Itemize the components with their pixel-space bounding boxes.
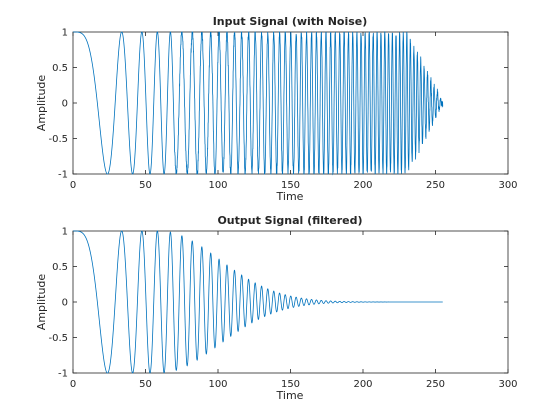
chart-title: Output Signal (filtered) (217, 214, 362, 227)
x-axis-label: Time (276, 389, 304, 402)
x-tick-label: 0 (70, 180, 76, 191)
series-line (73, 31, 444, 176)
x-tick-label: 0 (70, 379, 76, 390)
x-axis-label: Time (276, 190, 304, 203)
output-signal-axes: Output Signal (filtered) Time Amplitude … (35, 214, 518, 402)
x-tick-label: 200 (353, 180, 372, 191)
y-tick-label: -1 (58, 369, 68, 380)
x-tick-label: 50 (139, 180, 152, 191)
y-axis-label: Amplitude (35, 75, 48, 132)
input-signal-axes: Input Signal (with Noise) Time Amplitude… (35, 15, 518, 203)
y-tick-label: 1 (62, 28, 68, 39)
y-tick-label: -0.5 (48, 134, 68, 145)
x-tick-label: 300 (498, 180, 517, 191)
y-axis-label: Amplitude (35, 274, 48, 331)
series-line (73, 230, 443, 374)
ticks-group: 0 50 100 150 200 250 300 1 0.5 0 -0.5 -1 (48, 227, 517, 391)
y-tick-label: 0 (62, 298, 68, 309)
x-tick-label: 50 (139, 379, 152, 390)
x-tick-label: 150 (281, 180, 300, 191)
y-tick-label: 0.5 (52, 262, 68, 273)
x-tick-label: 250 (426, 180, 445, 191)
y-tick-label: -1 (58, 170, 68, 181)
x-tick-label: 250 (426, 379, 445, 390)
x-tick-label: 300 (498, 379, 517, 390)
x-tick-label: 100 (208, 379, 227, 390)
x-tick-label: 200 (353, 379, 372, 390)
series-group (73, 230, 443, 374)
y-tick-label: 0.5 (52, 63, 68, 74)
y-tick-label: 1 (62, 227, 68, 238)
y-tick-label: 0 (62, 99, 68, 110)
x-tick-label: 100 (208, 180, 227, 191)
x-tick-label: 150 (281, 379, 300, 390)
chart-title: Input Signal (with Noise) (213, 15, 368, 28)
plot-area-frame (72, 31, 509, 175)
series-group (73, 31, 444, 176)
y-tick-label: -0.5 (48, 333, 68, 344)
